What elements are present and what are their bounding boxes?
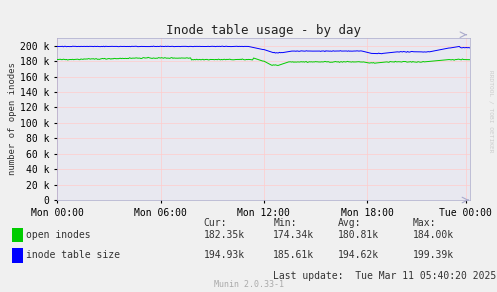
Text: Munin 2.0.33-1: Munin 2.0.33-1	[214, 280, 283, 289]
Text: Cur:: Cur:	[204, 218, 227, 227]
Text: RRDTOOL / TOBI OETIKER: RRDTOOL / TOBI OETIKER	[489, 70, 494, 152]
Text: 174.34k: 174.34k	[273, 230, 315, 240]
Text: Min:: Min:	[273, 218, 297, 227]
Text: 184.00k: 184.00k	[413, 230, 454, 240]
Text: 194.93k: 194.93k	[204, 251, 245, 260]
Text: 199.39k: 199.39k	[413, 251, 454, 260]
Text: 194.62k: 194.62k	[338, 251, 379, 260]
Text: Last update:  Tue Mar 11 05:40:20 2025: Last update: Tue Mar 11 05:40:20 2025	[273, 271, 497, 281]
Text: open inodes: open inodes	[26, 230, 90, 240]
Text: 180.81k: 180.81k	[338, 230, 379, 240]
Text: inode table size: inode table size	[26, 251, 120, 260]
Text: 182.35k: 182.35k	[204, 230, 245, 240]
Y-axis label: number of open inodes: number of open inodes	[8, 62, 17, 175]
Text: Avg:: Avg:	[338, 218, 361, 227]
Title: Inode table usage - by day: Inode table usage - by day	[166, 24, 361, 37]
Text: Max:: Max:	[413, 218, 436, 227]
Text: 185.61k: 185.61k	[273, 251, 315, 260]
